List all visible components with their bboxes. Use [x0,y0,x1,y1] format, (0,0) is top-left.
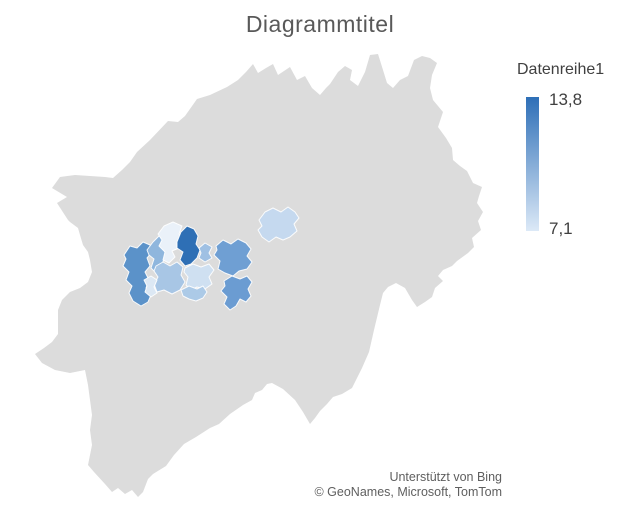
map-regions [122,206,300,311]
map-region-south-center[interactable] [180,285,208,302]
map-region-white-north[interactable] [157,221,185,264]
map-region-dark-north[interactable] [176,225,201,267]
map-region-southeast[interactable] [220,275,253,311]
chart-title[interactable]: Diagrammtitel [245,11,395,37]
map-region-center-light[interactable] [183,263,215,291]
map-region-east-large[interactable] [213,238,253,277]
map-region-small-center[interactable] [198,242,213,263]
legend-min-label: 7,1 [549,219,573,238]
attribution-line1: Unterstützt von Bing [389,470,502,484]
legend-gradient-bar [526,97,539,231]
legend-max-label: 13,8 [549,90,583,109]
legend-series-label: Datenreihe1 [517,61,605,78]
attribution-line2: © GeoNames, Microsoft, TomTom [314,485,503,499]
map-region-northeast-light[interactable] [257,206,300,243]
map-region-southwest-tiny[interactable] [143,275,158,298]
state-outline-shape [35,54,483,497]
map-attribution: Unterstützt von Bing © GeoNames, Microso… [315,470,503,500]
